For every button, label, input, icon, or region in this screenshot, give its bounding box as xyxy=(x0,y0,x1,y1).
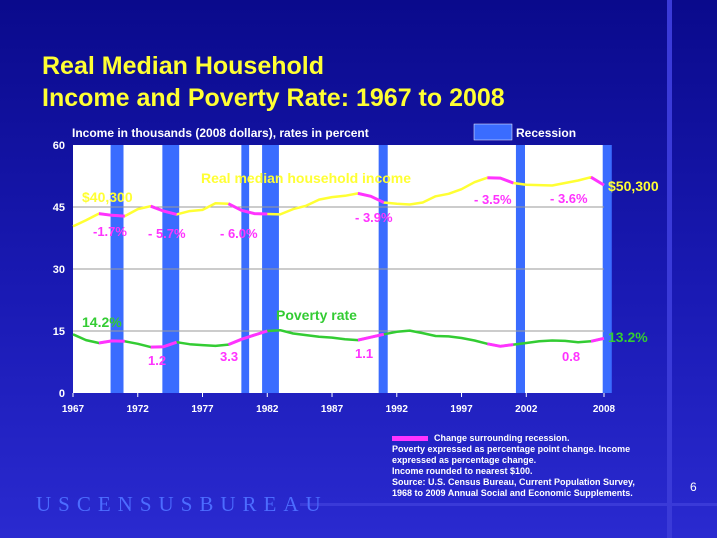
y-tick-label: 45 xyxy=(53,202,65,214)
decorative-horizontal-rule xyxy=(300,503,717,506)
source-line: Source: U.S. Census Bureau, Current Popu… xyxy=(392,477,635,487)
x-tick-label: 2008 xyxy=(593,404,616,415)
poverty-series-label: Poverty rate xyxy=(276,307,357,323)
y-tick-label: 30 xyxy=(53,264,65,276)
poverty-recession-segment xyxy=(590,336,605,343)
income-recession-segment xyxy=(98,212,125,218)
x-tick-label: 1972 xyxy=(127,404,150,415)
x-tick-label: 1987 xyxy=(321,404,344,415)
recession-change-legend-label: Change surrounding recession. xyxy=(434,433,570,443)
income-change-label: - 3.6% xyxy=(550,191,588,206)
recession-band xyxy=(602,145,612,393)
income-change-label: - 5.7% xyxy=(148,226,186,241)
x-tick-label: 2002 xyxy=(515,404,538,415)
recession-change-legend: Change surrounding recession. xyxy=(392,433,635,444)
poverty-change-label: 0.8 xyxy=(562,349,580,364)
x-tick-label: 1977 xyxy=(191,404,214,415)
income-series-label: Real median household income xyxy=(201,170,411,186)
legend-recession-label: Recession xyxy=(516,126,576,140)
income-recession-segment xyxy=(487,176,514,185)
poverty-start-label: 14.2% xyxy=(82,314,122,330)
chart-notes: Change surrounding recession. Poverty ex… xyxy=(392,433,635,499)
income-recession-segment xyxy=(357,191,385,204)
income-recession-segment xyxy=(590,175,605,187)
income-recession-segment xyxy=(150,204,177,216)
income-change-label: -1.7% xyxy=(93,224,127,239)
note-line: Income rounded to nearest $100. xyxy=(392,466,533,476)
poverty-recession-segment xyxy=(150,340,178,349)
census-bureau-wordmark: USCENSUSBUREAU xyxy=(36,492,328,516)
x-tick-label: 1992 xyxy=(386,404,409,415)
poverty-recession-segment xyxy=(227,329,268,346)
note-line: Poverty expressed as percentage point ch… xyxy=(392,444,631,454)
slide-title: Real Median Household Income and Poverty… xyxy=(42,50,505,114)
income-change-label: - 3.9% xyxy=(355,210,393,225)
source-line: 1968 to 2009 Annual Social and Economic … xyxy=(392,488,633,498)
note-line: expressed as percentage change. xyxy=(392,455,537,465)
recession-change-swatch xyxy=(392,436,428,441)
y-tick-label: 60 xyxy=(53,140,65,152)
title-line-2: Income and Poverty Rate: 1967 to 2008 xyxy=(42,84,505,112)
income-start-label: $40,300 xyxy=(82,189,133,205)
legend-recession-swatch xyxy=(473,123,513,141)
x-tick-label: 1997 xyxy=(450,404,473,415)
y-tick-label: 15 xyxy=(53,326,65,338)
income-end-label: $50,300 xyxy=(608,178,659,194)
title-line-1: Real Median Household xyxy=(42,52,324,80)
poverty-recession-segment xyxy=(487,342,514,348)
poverty-recession-segment xyxy=(357,332,385,342)
income-change-label: - 3.5% xyxy=(474,192,512,207)
poverty-change-label: 1.2 xyxy=(148,353,166,368)
poverty-change-label: 3.3 xyxy=(220,349,238,364)
axis-caption: Income in thousands (2008 dollars), rate… xyxy=(72,126,369,140)
page-number: 6 xyxy=(690,480,697,494)
income-change-label: - 6.0% xyxy=(220,226,258,241)
x-tick-label: 1967 xyxy=(62,404,85,415)
poverty-end-label: 13.2% xyxy=(608,329,648,345)
income-recession-segment xyxy=(227,202,268,216)
poverty-recession-segment xyxy=(98,339,125,345)
y-tick-label: 0 xyxy=(59,388,65,400)
poverty-change-label: 1.1 xyxy=(355,346,373,361)
decorative-vertical-rule xyxy=(667,0,672,538)
x-tick-label: 1982 xyxy=(256,404,279,415)
